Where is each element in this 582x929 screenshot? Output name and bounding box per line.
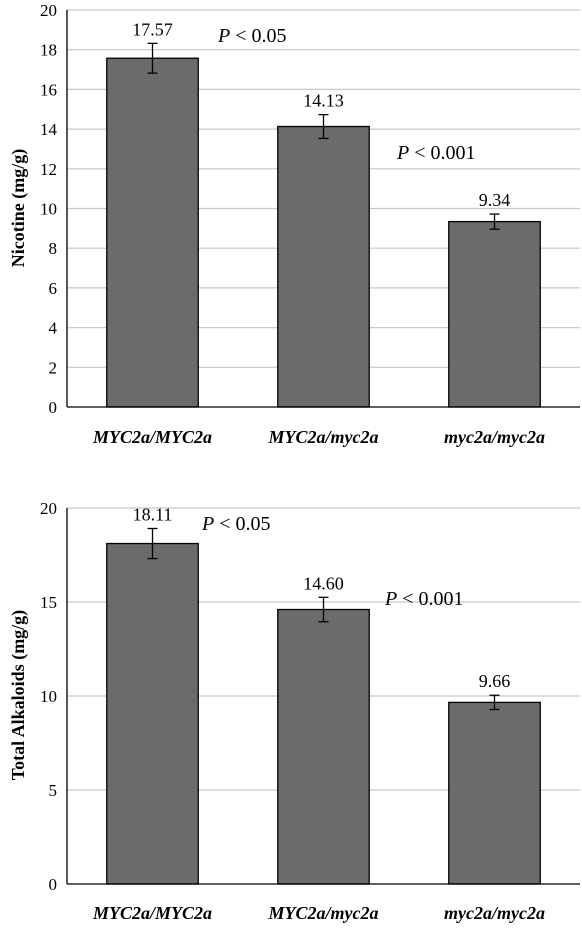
bars xyxy=(106,42,541,408)
y-tick-label: 12 xyxy=(40,160,57,179)
value-label: 17.57 xyxy=(132,19,173,39)
value-labels: 18.11 14.60 9.66 xyxy=(133,504,511,691)
y-tick-label: 10 xyxy=(40,687,57,706)
y-tick-label: 15 xyxy=(40,593,57,612)
p-threshold: < 0.05 xyxy=(230,25,286,47)
category-label: myc2a/myc2a xyxy=(444,427,545,447)
p-value-annotation: P < 0.001 xyxy=(396,142,476,164)
y-tick-label: 0 xyxy=(49,398,58,417)
y-tick-label: 6 xyxy=(49,279,58,298)
y-tick-label: 16 xyxy=(40,80,57,99)
p-symbol: P xyxy=(384,588,397,610)
total-alkaloids-chart: 0 5 10 15 20 MYC2a/MYC2a MYC2a/myc2a myc2a/myc… xyxy=(8,499,580,923)
y-tick-label: 2 xyxy=(49,358,58,377)
value-label: 9.34 xyxy=(479,190,511,210)
significance-annotations: P < 0.05P < 0.001 xyxy=(217,25,476,164)
p-threshold: < 0.001 xyxy=(397,588,463,610)
y-tick-label: 0 xyxy=(49,875,58,894)
p-threshold: < 0.001 xyxy=(409,142,475,164)
bar xyxy=(277,125,370,408)
y-tick-label: 14 xyxy=(40,120,58,139)
y-tick-labels: 0 5 10 15 20 xyxy=(40,499,57,894)
significance-annotations: P < 0.05P < 0.001 xyxy=(201,513,464,610)
y-axis-label: Total Alkaloids (mg/g) xyxy=(8,610,29,780)
nicotine-chart: 0 2 4 6 8 10 12 14 16 18 20 MYC2a/MYC2a MYC2a/myc2a… xyxy=(8,1,580,447)
p-symbol: P xyxy=(217,25,230,47)
y-tick-label: 20 xyxy=(40,1,57,20)
axes xyxy=(66,508,580,885)
y-tick-label: 5 xyxy=(49,781,58,800)
p-symbol: P xyxy=(396,142,409,164)
value-label: 18.11 xyxy=(133,504,173,524)
value-labels: 17.57 14.13 9.34 xyxy=(132,19,510,210)
bar xyxy=(106,542,199,885)
p-value-annotation: P < 0.05 xyxy=(217,25,287,47)
y-tick-labels: 0 2 4 6 8 10 12 14 16 18 20 xyxy=(40,1,58,417)
category-label: MYC2a/myc2a xyxy=(268,427,379,447)
category-labels: MYC2a/MYC2a MYC2a/myc2a myc2a/myc2a xyxy=(92,427,545,447)
y-tick-label: 18 xyxy=(40,41,57,60)
axes xyxy=(66,10,580,408)
bar xyxy=(106,57,199,408)
value-label: 9.66 xyxy=(479,671,511,691)
bar xyxy=(448,220,541,408)
y-tick-label: 8 xyxy=(49,239,58,258)
bar xyxy=(448,701,541,885)
category-labels: MYC2a/MYC2a MYC2a/myc2a myc2a/myc2a xyxy=(92,903,545,923)
p-value-annotation: P < 0.05 xyxy=(201,513,271,535)
y-tick-label: 20 xyxy=(40,499,57,518)
p-threshold: < 0.05 xyxy=(214,513,270,535)
category-label: MYC2a/myc2a xyxy=(268,903,379,923)
bar xyxy=(277,608,370,885)
category-label: MYC2a/MYC2a xyxy=(92,903,212,923)
category-label: myc2a/myc2a xyxy=(444,903,545,923)
p-value-annotation: P < 0.001 xyxy=(384,588,464,610)
category-label: MYC2a/MYC2a xyxy=(92,427,212,447)
bars xyxy=(106,527,541,885)
value-label: 14.60 xyxy=(303,573,344,593)
y-tick-label: 10 xyxy=(40,200,57,219)
y-tick-label: 4 xyxy=(49,319,58,338)
y-axis-label: Nicotine (mg/g) xyxy=(8,149,29,267)
p-symbol: P xyxy=(201,513,214,535)
value-label: 14.13 xyxy=(303,91,344,111)
